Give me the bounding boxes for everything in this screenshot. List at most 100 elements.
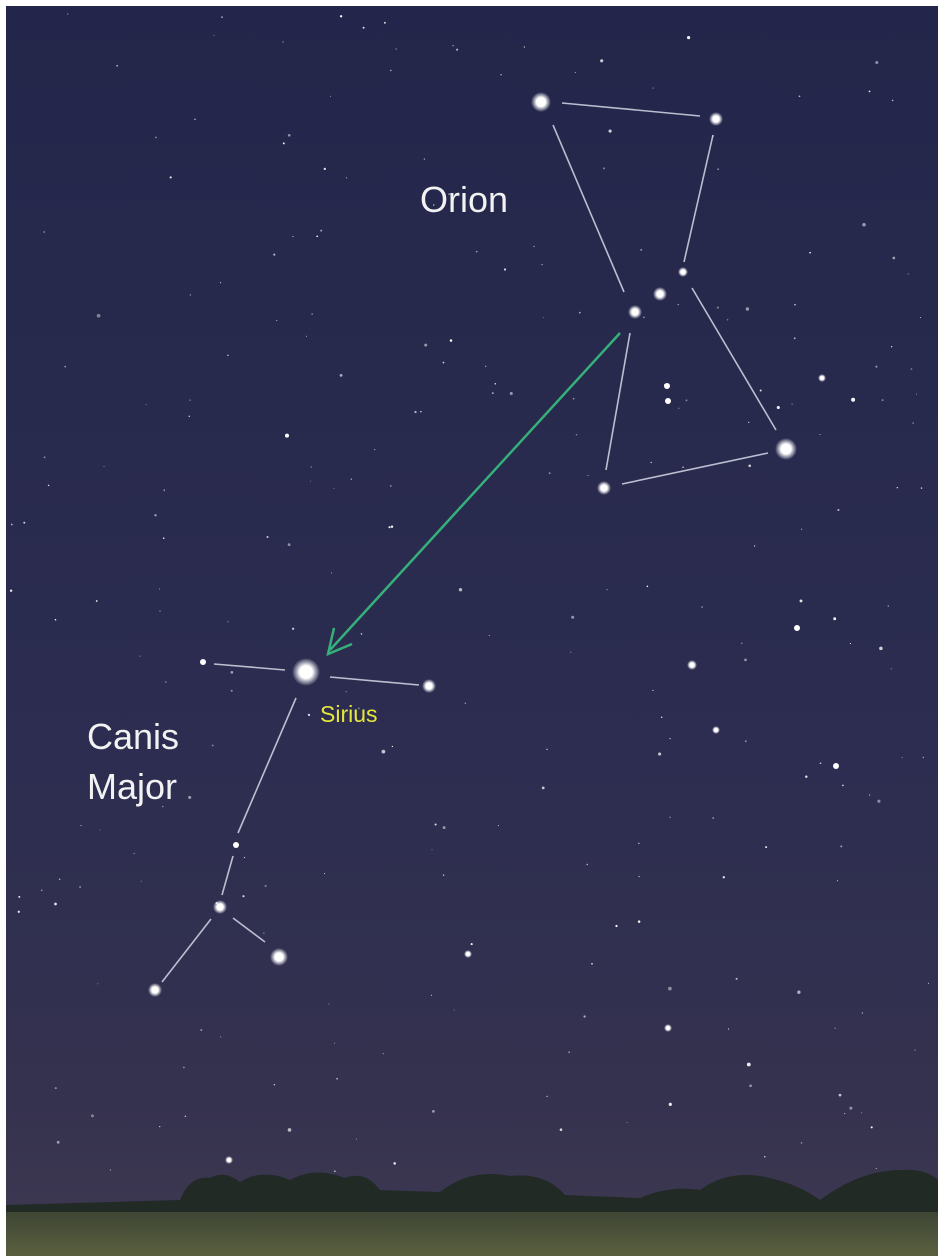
- star: [155, 136, 157, 139]
- star: [243, 856, 246, 859]
- star: [227, 354, 229, 357]
- star: [23, 521, 26, 524]
- star: [464, 950, 472, 958]
- star: [330, 95, 332, 97]
- line: [237, 697, 297, 834]
- star: [919, 317, 922, 319]
- star: [434, 823, 437, 826]
- star: [316, 235, 319, 238]
- star: [586, 863, 588, 866]
- star: [912, 422, 914, 424]
- star: [475, 250, 478, 253]
- star: [184, 1115, 187, 1117]
- star: [140, 880, 142, 882]
- line: [213, 663, 286, 671]
- star: [273, 253, 276, 256]
- star: [658, 752, 662, 756]
- star: [233, 842, 239, 848]
- star: [116, 65, 118, 67]
- star: [43, 231, 45, 233]
- star: [336, 1077, 338, 1080]
- star: [628, 305, 642, 319]
- star: [574, 72, 576, 74]
- star: [242, 895, 245, 898]
- star: [339, 15, 343, 18]
- star: [424, 343, 428, 347]
- star: [345, 691, 347, 693]
- star: [230, 689, 233, 692]
- star: [868, 90, 871, 93]
- star: [58, 878, 61, 880]
- star: [678, 267, 688, 277]
- star: [382, 1053, 384, 1055]
- star: [56, 1140, 60, 1144]
- star: [851, 397, 856, 402]
- star: [744, 658, 747, 662]
- star: [759, 389, 762, 392]
- star: [219, 1036, 222, 1038]
- star: [765, 846, 768, 849]
- star: [722, 876, 725, 879]
- star: [452, 45, 454, 47]
- star: [775, 438, 797, 460]
- star: [753, 545, 756, 547]
- star: [423, 158, 426, 160]
- star: [310, 466, 312, 468]
- star: [570, 651, 572, 653]
- star: [395, 48, 397, 50]
- star: [355, 1138, 357, 1140]
- line: [683, 134, 714, 263]
- star: [927, 982, 930, 984]
- star: [264, 884, 267, 888]
- star: [914, 1049, 916, 1051]
- line: [232, 917, 266, 943]
- star: [809, 251, 811, 254]
- star: [791, 403, 793, 405]
- star: [350, 478, 352, 480]
- star: [669, 737, 671, 740]
- star: [652, 87, 654, 89]
- star: [533, 245, 535, 248]
- star: [849, 1106, 853, 1110]
- star: [712, 816, 715, 820]
- star: [652, 689, 654, 691]
- star: [164, 681, 167, 683]
- star: [842, 784, 844, 787]
- star: [709, 112, 723, 126]
- arrow-head: [326, 627, 353, 657]
- star: [717, 168, 719, 170]
- line: [329, 676, 420, 686]
- star: [546, 748, 548, 750]
- star: [331, 572, 333, 574]
- horizon: [6, 1169, 938, 1256]
- star: [333, 1042, 336, 1044]
- star: [96, 313, 101, 318]
- star: [213, 34, 215, 36]
- star: [390, 525, 394, 528]
- star: [390, 69, 392, 72]
- star: [915, 393, 918, 395]
- star: [393, 1162, 397, 1165]
- star: [154, 514, 157, 517]
- star: [431, 849, 433, 851]
- star: [159, 588, 161, 590]
- star: [665, 398, 671, 404]
- star: [442, 826, 446, 830]
- star: [844, 1113, 846, 1115]
- star: [805, 775, 808, 778]
- star: [687, 36, 691, 40]
- arrow-shaft: [329, 332, 621, 651]
- star: [383, 21, 386, 24]
- star: [509, 391, 513, 396]
- constellation-lines: [161, 102, 777, 983]
- star: [887, 605, 889, 607]
- star: [653, 287, 667, 301]
- star: [776, 405, 780, 410]
- constellation-label: Canis: [87, 716, 179, 757]
- star: [188, 795, 192, 799]
- star: [669, 816, 671, 818]
- star: [64, 365, 66, 368]
- star: [99, 829, 101, 831]
- star: [603, 167, 606, 170]
- star: [139, 655, 141, 657]
